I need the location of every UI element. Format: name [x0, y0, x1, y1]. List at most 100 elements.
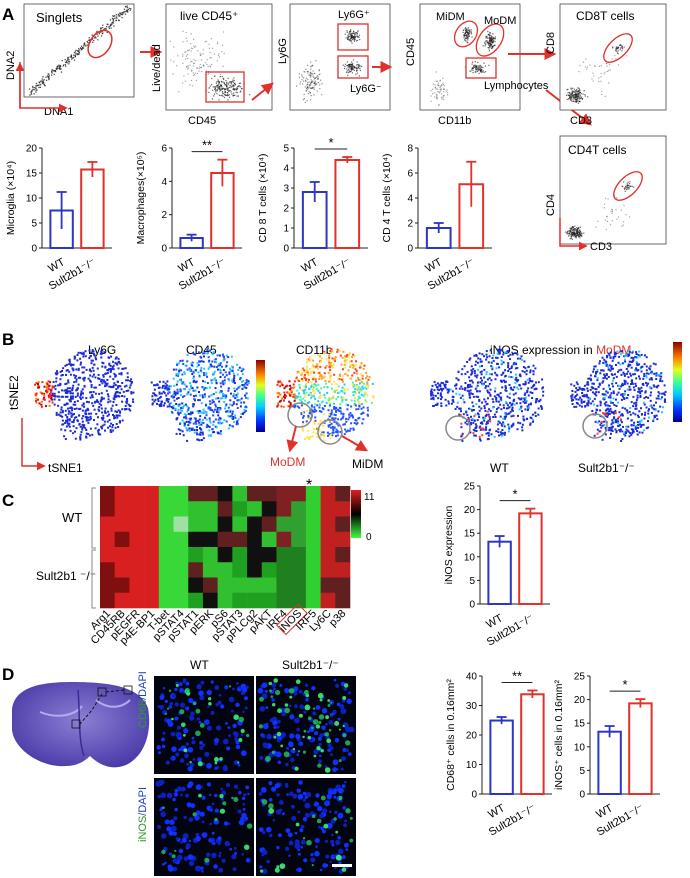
cd45-cd11b-ylabel: CD45 [405, 38, 417, 66]
facs-cd8t-plot: CD8T cells CD3 CD8 [545, 3, 667, 127]
significance-marker: ** [202, 138, 212, 153]
singlets-ylabel: DNA2 [5, 51, 17, 80]
tsne-title-cd11b: CD11b [296, 343, 333, 357]
cd45-cd11b-xlabel: CD11b [438, 115, 471, 127]
inos-title-pop: MoDM [596, 343, 631, 357]
cd4t-ylabel: CD4 [545, 194, 557, 216]
y-tick-label: 5 [31, 219, 37, 230]
y-tick-label: 0 [31, 244, 37, 255]
bar-ko [520, 693, 545, 795]
heatmap-group-wt: WT [62, 510, 82, 525]
significance-marker: * [512, 487, 517, 502]
heatmap-star: * [306, 477, 312, 494]
y-tick-label: 0 [579, 790, 585, 801]
tsne-midm-label: MiDM [352, 457, 383, 471]
ly6g-pos-label: Ly6G⁺ [338, 9, 370, 21]
y-tick-label: 15 [464, 529, 476, 540]
y-tick-label: 20 [26, 144, 38, 155]
midm-label: MiDM [436, 11, 465, 23]
significance-marker: * [328, 135, 333, 150]
y-tick-label: 3 [283, 184, 289, 195]
tsne-panel: Ly6G CD45 CD11b iNOS expression in MoDM … [7, 342, 682, 475]
y-tick-label: 2 [161, 210, 167, 221]
singlet-gate [87, 29, 113, 59]
cd8t-title: CD8T cells [576, 9, 634, 23]
facs-ly6g-plot: Ly6G⁺ Ly6G⁻ Ly6G [277, 3, 391, 111]
tsne-modm-label: MoDM [270, 455, 305, 469]
heatmap-scale-min: 0 [366, 532, 372, 543]
y-tick-label: 15 [26, 169, 38, 180]
panel-label-d: D [2, 665, 14, 684]
facs-singlets-plot: Singlets DNA1 DNA2 [5, 3, 135, 118]
bar-ko [80, 168, 105, 249]
bar-wt [487, 540, 512, 605]
cd4t-xlabel: CD3 [590, 241, 612, 253]
bar-wt [489, 719, 514, 795]
tsne-colorbar [256, 360, 265, 432]
y-tick-label: 20 [574, 695, 586, 706]
row2-dapi: /DAPI [137, 787, 149, 816]
singlets-title: Singlets [36, 10, 83, 25]
heatmap-marker-label: p38 [327, 608, 348, 629]
y-tick-label: 0 [161, 244, 167, 255]
y-tick-label: 4 [161, 177, 167, 188]
cd8t-xlabel: CD3 [570, 115, 592, 127]
y-tick-label: 1 [283, 224, 289, 235]
y-tick-label: 2 [283, 204, 289, 215]
y-tick-label: 5 [469, 576, 475, 587]
histo-wt-label: WT [190, 658, 209, 672]
y-tick-label: 0 [407, 244, 413, 255]
modm-label: MoDM [484, 15, 516, 27]
y-tick-label: 6 [161, 144, 167, 155]
cd8t-ylabel: CD8 [545, 32, 557, 54]
bar-ko [628, 702, 653, 795]
midm-circle [317, 419, 343, 445]
row1-green: CD68 [137, 700, 149, 728]
y-tick-label: 0 [469, 600, 475, 611]
tsne-xlabel: tSNE1 [48, 461, 83, 475]
facs-cd45-cd11b-plot: MiDM MoDM Lymphocytes CD11b CD45 [405, 3, 549, 127]
y-tick-label: 10 [574, 742, 586, 753]
y-tick-label: 4 [407, 194, 413, 205]
y-tick-label: 20 [464, 505, 476, 516]
cd4t-title: CD4T cells [568, 143, 626, 157]
y-tick-label: 0 [283, 244, 289, 255]
ly6g-ylabel: Ly6G [277, 38, 289, 64]
bar-ko [518, 512, 543, 605]
inos-title-text: iNOS expression in [490, 343, 593, 357]
tsne-ko-label: Sult2b1⁻/⁻ [578, 461, 635, 475]
row2-green: iNOS [137, 816, 149, 842]
significance-marker: ** [512, 668, 522, 683]
y-axis-label: iNOS expression [443, 505, 455, 584]
y-tick-label: 25 [464, 482, 476, 493]
live-ylabel: Live/dead [151, 44, 163, 92]
histo-ko-label: Sult2b1⁻/⁻ [282, 658, 339, 672]
y-tick-label: 10 [26, 194, 38, 205]
y-tick-label: 10 [466, 760, 478, 771]
significance-marker: * [622, 677, 627, 692]
y-tick-label: 40 [466, 672, 478, 683]
y-tick-label: 2 [407, 219, 413, 230]
flow-arrow [251, 82, 274, 101]
y-tick-label: 5 [283, 144, 289, 155]
facs-live-plot: live CD45⁺ CD45 Live/dead [151, 3, 273, 127]
panel-label-a: A [2, 5, 14, 24]
scale-bar [332, 864, 352, 867]
y-axis-label: iNOS⁺ cells in 0.16mm² [553, 680, 565, 790]
live-title: live CD45⁺ [180, 9, 238, 23]
facs-cd4t-plot: CD4T cells CD3 CD4 [545, 135, 667, 253]
y-tick-label: 8 [407, 144, 413, 155]
heatmap-group-ko: Sult2b1 ⁻/⁻ [36, 569, 96, 583]
heatmap-scale-max: 11 [364, 492, 375, 503]
histo-row2-label: iNOS/DAPI [137, 787, 149, 842]
bar-ko [334, 159, 361, 249]
y-tick-label: 25 [574, 672, 586, 683]
